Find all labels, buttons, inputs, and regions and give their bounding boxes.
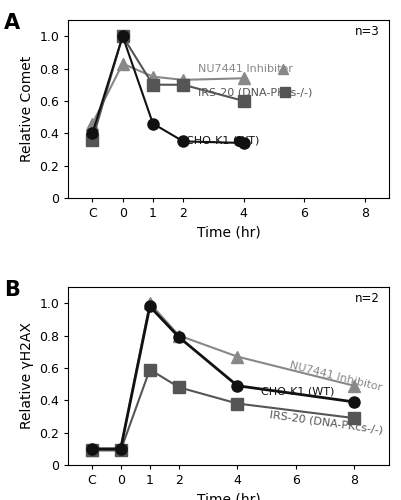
Text: CHO-K1 (WT): CHO-K1 (WT) xyxy=(261,386,334,396)
Text: n=2: n=2 xyxy=(354,292,379,306)
Y-axis label: Relative γH2AX: Relative γH2AX xyxy=(20,322,34,430)
X-axis label: Time (hr): Time (hr) xyxy=(197,226,260,239)
Text: NU7441 Inhibitor: NU7441 Inhibitor xyxy=(289,360,383,392)
Text: CHO-K1 (WT): CHO-K1 (WT) xyxy=(186,136,259,145)
Text: B: B xyxy=(4,280,20,300)
Y-axis label: Relative Comet: Relative Comet xyxy=(20,56,34,162)
Text: n=3: n=3 xyxy=(354,26,379,38)
Text: A: A xyxy=(4,13,20,33)
X-axis label: Time (hr): Time (hr) xyxy=(197,492,260,500)
Text: NU7441 Inhibitor: NU7441 Inhibitor xyxy=(198,64,293,74)
Text: IRS-20 (DNA-PKcs-/-): IRS-20 (DNA-PKcs-/-) xyxy=(198,87,313,97)
Text: IRS-20 (DNA-PKcs-/-): IRS-20 (DNA-PKcs-/-) xyxy=(269,410,383,436)
